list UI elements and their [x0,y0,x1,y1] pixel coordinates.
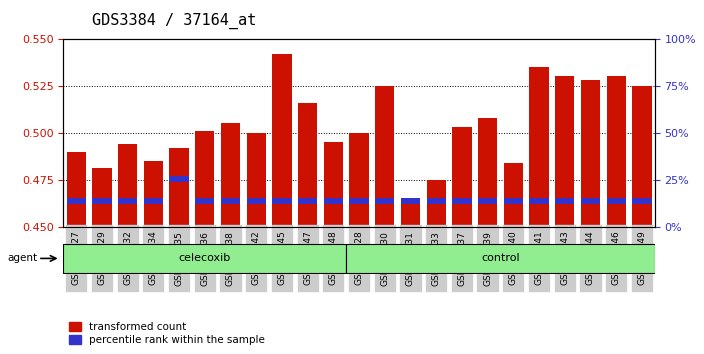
Bar [452,127,472,227]
Bar [118,198,137,204]
Bar [401,200,420,227]
Bar [375,198,394,204]
Bar [246,198,266,204]
Bar [503,163,523,227]
Bar [349,133,369,227]
Bar [272,54,291,227]
FancyBboxPatch shape [346,244,655,273]
Bar [401,198,420,204]
Bar [427,180,446,227]
Bar [581,80,600,227]
Bar [221,198,240,204]
Bar [427,198,446,204]
Bar [478,118,497,227]
Bar [195,131,215,227]
Legend: transformed count, percentile rank within the sample: transformed count, percentile rank withi… [68,322,265,345]
Bar [144,161,163,227]
Bar [349,198,369,204]
Text: GDS3384 / 37164_at: GDS3384 / 37164_at [92,12,256,29]
Bar [144,198,163,204]
Text: agent: agent [7,253,37,263]
Bar [607,76,626,227]
Bar [67,152,86,227]
Bar [324,198,343,204]
FancyBboxPatch shape [63,244,346,273]
Bar [246,133,266,227]
Bar [607,198,626,204]
Bar [581,198,600,204]
Bar [92,198,111,204]
Bar [92,169,111,227]
Bar [67,198,86,204]
Bar [555,76,574,227]
Bar [529,198,548,204]
Bar [478,198,497,204]
Bar [272,198,291,204]
Text: control: control [481,253,520,263]
Bar [632,198,651,204]
Bar [555,198,574,204]
Bar [375,86,394,227]
Bar [452,198,472,204]
Bar [529,67,548,227]
Bar [298,198,318,204]
Bar [118,144,137,227]
Bar [324,142,343,227]
Text: celecoxib: celecoxib [179,253,231,263]
Bar [195,198,215,204]
Bar [221,124,240,227]
Bar [170,148,189,227]
Bar [298,103,318,227]
Bar [170,176,189,182]
Bar [503,198,523,204]
Bar [632,86,651,227]
